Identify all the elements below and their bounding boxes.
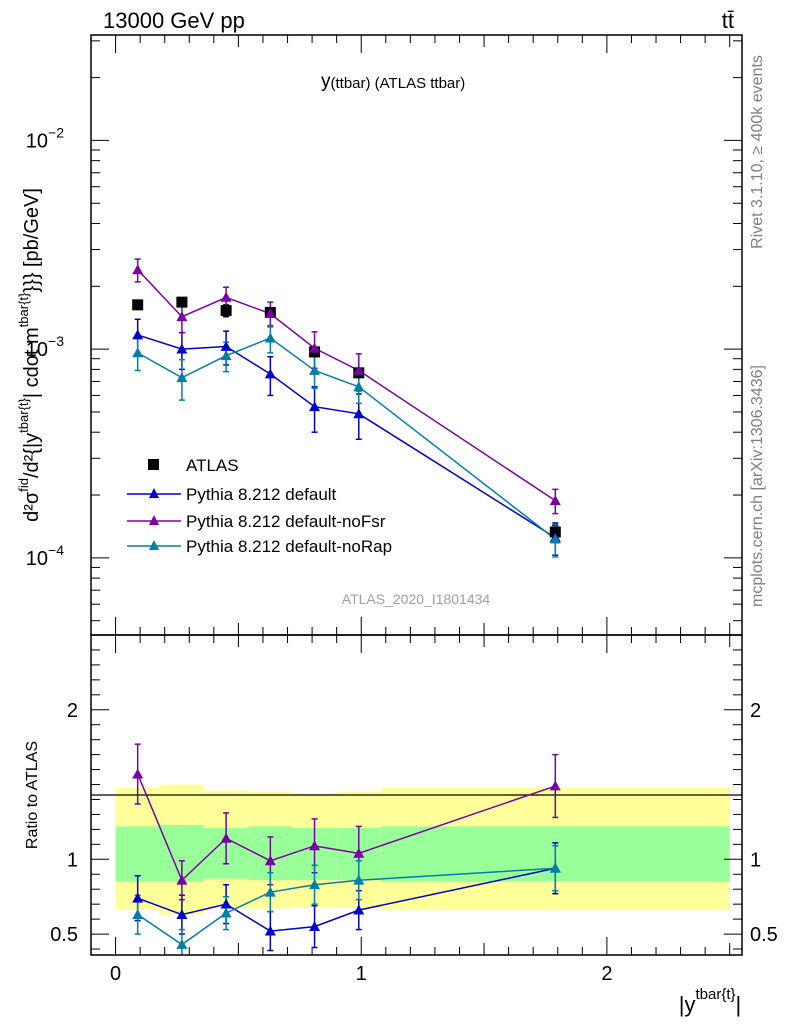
main-ylabel: d²σfid/d²{|ytbar{t}| cdot mtbar{t}}}} [p… [16,188,43,522]
main-point-default [309,401,321,412]
plot-title: y(ttbar) (ATLAS ttbar) [321,71,465,92]
legend-label-default: Pythia 8.212 default [186,485,337,504]
main-point-noRap [549,533,561,544]
collision-label: 13000 GeV pp [103,8,245,33]
ratio-point-noFsr [353,847,365,858]
analysis-watermark: ATLAS_2020_I1801434 [342,591,491,607]
plot-title-main: y [321,71,331,92]
main-point-noFsr [353,365,365,375]
ratio-point-noRap [220,907,232,918]
main-point-data [220,305,232,317]
ratio-ytick-label-right: 1 [750,849,761,871]
main-point-default [132,329,144,340]
main-point-noRap [220,350,232,361]
ratio-point-noFsr [264,855,276,866]
main-ylabel-num: d²σ [21,491,43,522]
ratio-ytick-label-right: 2 [750,700,761,722]
legend: ATLAS Pythia 8.212 default Pythia 8.212 … [127,456,392,556]
ratio-point-default [176,909,188,920]
ratio-point-noRap [132,909,144,920]
legend-marker-nofsr [149,515,159,525]
main-point-data [549,526,561,538]
main-point-noFsr [176,311,188,322]
ratio-xlabel-base: |y [679,992,696,1017]
main-point-data [176,296,188,308]
process-label: tt̄ [722,8,734,33]
rivet-label: Rivet 3.1.10, ≥ 400k events [749,55,766,249]
ratio-ytick-label-left: 1 [67,849,78,871]
main-point-default [220,340,232,351]
main-point-noRap [264,332,276,343]
main-point-noFsr [220,291,232,302]
main-point-noFsr [132,264,144,275]
main-ylabel-tail: | cdot m [21,327,43,398]
main-point-default [264,368,276,379]
ratio-point-noRap [264,886,276,897]
ratio-ytick-label-right: 0.5 [750,924,778,946]
main-point-default [176,343,188,354]
ratio-point-noRap [309,879,321,890]
ratio-ylabel: Ratio to ATLAS [24,741,41,849]
main-ylabel-rest: /d²{|y [21,433,43,478]
legend-marker-norap [149,540,159,550]
ratio-point-noFsr [309,840,321,851]
main-ytick-label: 10−2 [26,124,64,152]
ratio-point-noFsr [220,832,232,843]
main-point-noFsr [264,308,276,319]
main-ylabel-sup: tbar{t} [16,397,31,432]
main-point-noFsr [309,342,321,353]
ratio-frame [90,634,743,956]
main-ylabel-end: }}} [pb/GeV] [21,188,43,293]
main-line-default [137,334,556,539]
ratio-xtick-label: 2 [601,963,612,985]
main-ylabel-sup2: tbar{t} [16,292,31,327]
ratio-xlabel: |ytbar{t}| [679,986,741,1017]
legend-marker-default [149,488,159,498]
main-ytick-label: 10−4 [26,542,64,570]
ratio-point-noFsr [176,874,188,885]
ratio-point-noFsr [132,768,144,779]
legend-label-norap: Pythia 8.212 default-noRap [186,537,392,556]
ratio-panel: 0.5 0.5 1 1 2 2 0 1 2 Ratio to ATLAS |ytbar{t}| [24,634,778,1017]
ratio-xtick-label: 1 [356,963,367,985]
ratio-xtick-label: 0 [110,963,121,985]
ratio-point-default [309,921,321,931]
ratio-point-default [220,898,232,909]
main-point-noRap [309,365,321,375]
ratio-xlabel-sup: tbar{t} [695,986,735,1003]
main-point-data [132,299,144,311]
main-point-default [353,408,365,419]
legend-label-atlas: ATLAS [186,456,239,475]
main-point-noRap [132,347,144,358]
main-point-noRap [353,381,365,392]
ratio-point-default [353,904,365,915]
ratio-point-noRap [176,939,188,949]
legend-marker-atlas [148,459,159,470]
ratio-xlabel-end: | [736,992,742,1017]
main-panel: y(ttbar) (ATLAS ttbar) ATLAS_2020_I18014… [16,34,743,636]
ratio-point-default [264,925,276,936]
ratio-ytick-label-left: 0.5 [50,924,78,946]
main-point-noFsr [549,495,561,506]
main-ylabel-fid: fid [16,478,31,492]
ratio-point-noFsr [549,780,561,791]
main-line-noRap [137,337,556,540]
main-ytick-label: 10−3 [26,333,64,361]
plot-title-sub: (ttbar) (ATLAS ttbar) [331,75,466,92]
ratio-point-noRap [549,862,561,873]
mcplots-label: mcplots.cern.ch [arXiv:1306.3436] [749,365,766,607]
ratio-ytick-label-left: 2 [67,700,78,722]
ratio-point-default [132,892,144,903]
ratio-band-1sigma [115,826,160,882]
legend-label-nofsr: Pythia 8.212 default-noFsr [186,512,386,531]
ratio-point-noRap [353,874,365,885]
main-point-noRap [176,372,188,383]
